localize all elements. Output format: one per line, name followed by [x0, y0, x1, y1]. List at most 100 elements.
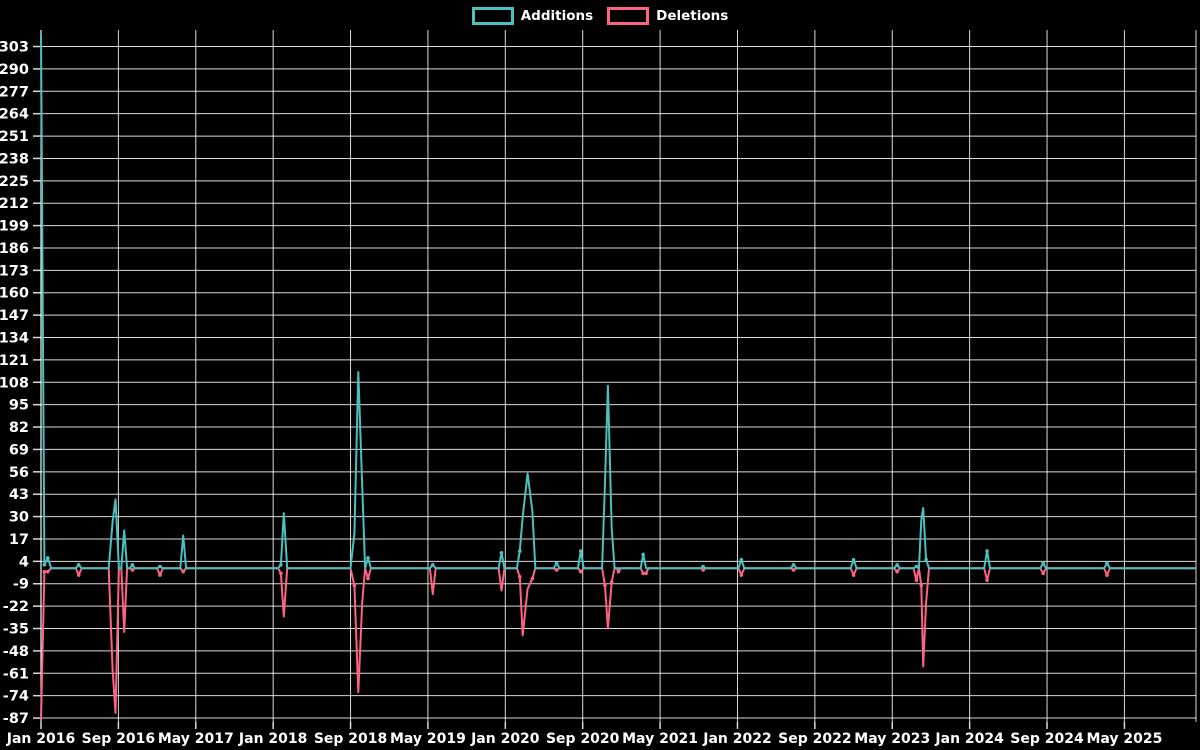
deletions-legend-label: Deletions: [656, 8, 729, 24]
y-tick-label: 134: [0, 331, 29, 347]
y-tick-label: 277: [0, 84, 29, 100]
deletions-point: [895, 569, 899, 574]
y-tick-label: 147: [0, 308, 29, 324]
additions-point: [791, 562, 796, 567]
deletions-point: [1041, 571, 1045, 576]
y-tick-label: 290: [0, 62, 29, 78]
y-tick-label: 160: [0, 286, 29, 302]
y-tick-label: -35: [3, 622, 29, 638]
additions-point: [499, 550, 504, 555]
y-tick-label: 199: [0, 219, 29, 235]
additions-point: [985, 549, 989, 553]
deletions-point: [851, 573, 856, 577]
additions-point: [518, 549, 522, 553]
additions-point: [430, 562, 435, 567]
additions-point: [1041, 561, 1045, 565]
deletions-point: [554, 568, 559, 572]
additions-point: [279, 562, 283, 567]
y-tick-label: -22: [3, 599, 29, 615]
y-tick-label: 212: [0, 196, 29, 212]
deletions-point: [644, 571, 648, 576]
y-tick-label: 264: [0, 107, 29, 123]
y-tick-label: 95: [9, 398, 29, 414]
y-tick-label: 17: [9, 532, 29, 548]
x-tick-label: Sep 2020: [546, 731, 620, 747]
legend-item-deletions[interactable]: Deletions: [607, 7, 728, 25]
deletions-point: [739, 573, 744, 577]
x-tick-label: May 2017: [158, 731, 234, 747]
deletions-point: [578, 569, 583, 574]
additions-point: [1105, 561, 1109, 565]
x-tick-label: Sep 2022: [778, 731, 851, 747]
additions-legend-label: Additions: [520, 8, 594, 24]
chart-legend: Additions Deletions: [0, 7, 1200, 25]
additions-point: [45, 556, 50, 560]
y-tick-label: -9: [13, 577, 29, 593]
y-tick-label: 82: [9, 420, 29, 436]
additions-point: [42, 562, 47, 567]
x-tick-label: Sep 2018: [314, 731, 387, 747]
additions-point: [924, 557, 928, 562]
additions-point: [366, 556, 370, 560]
deletions-point: [914, 578, 919, 583]
additions-point: [739, 557, 744, 562]
x-tick-label: Sep 2024: [1010, 731, 1084, 747]
additions-point: [701, 564, 705, 569]
additions-legend-swatch: [471, 7, 514, 25]
additions-point: [641, 552, 645, 557]
deletions-point: [45, 569, 50, 574]
deletions-point: [42, 569, 47, 574]
additions-point: [851, 557, 856, 562]
y-tick-label: 173: [0, 263, 29, 279]
y-tick-label: 238: [0, 151, 29, 167]
deletions-point: [352, 583, 357, 588]
deletions-point: [366, 576, 370, 581]
y-tick-label: -48: [3, 644, 29, 660]
x-tick-label: May 2019: [390, 731, 466, 747]
x-tick-label: Jan 2022: [702, 731, 771, 747]
deletions-point: [603, 583, 607, 588]
deletions-point: [130, 568, 135, 572]
deletions-legend-swatch: [607, 7, 650, 25]
y-tick-label: 43: [9, 487, 29, 503]
x-tick-label: Jan 2024: [934, 731, 1004, 747]
x-tick-label: Jan 2020: [470, 731, 540, 747]
deletions-point: [518, 575, 522, 579]
y-tick-label: 69: [9, 442, 29, 458]
y-tick-label: 56: [9, 465, 29, 481]
deletions-point: [76, 573, 81, 577]
additions-point: [578, 549, 583, 553]
additions-point: [554, 561, 559, 565]
additions-point: [76, 562, 81, 567]
additions-line: [40, 34, 1196, 570]
deletions-point: [791, 568, 796, 572]
additions-point: [158, 564, 162, 569]
y-tick-label: 186: [0, 241, 29, 257]
deletions-point: [530, 576, 535, 581]
deletions-point: [609, 580, 614, 584]
deletions-point: [985, 578, 989, 583]
y-tick-label: 251: [0, 129, 29, 145]
legend-item-additions[interactable]: Additions: [471, 7, 594, 25]
additions-point: [130, 562, 135, 567]
x-tick-label: May 2025: [1086, 731, 1162, 747]
deletions-point: [279, 571, 283, 576]
deletions-point: [616, 569, 621, 574]
x-tick-label: May 2021: [622, 731, 698, 747]
y-tick-label: 4: [19, 554, 29, 570]
x-tick-label: Sep 2016: [82, 731, 155, 747]
y-tick-label: 225: [0, 174, 29, 190]
y-tick-label: -87: [3, 711, 29, 727]
deletions-point: [919, 583, 924, 588]
y-tick-label: -61: [3, 666, 29, 682]
y-tick-label: -74: [3, 689, 29, 705]
x-tick-label: Jan 2018: [238, 731, 307, 747]
deletions-point: [181, 569, 185, 574]
deletions-line: [40, 567, 1196, 720]
deletions-point: [1105, 573, 1109, 577]
x-tick-label: May 2023: [854, 731, 930, 747]
y-tick-label: 303: [0, 40, 29, 56]
deletions-point: [641, 571, 645, 576]
y-tick-label: 30: [9, 510, 29, 526]
